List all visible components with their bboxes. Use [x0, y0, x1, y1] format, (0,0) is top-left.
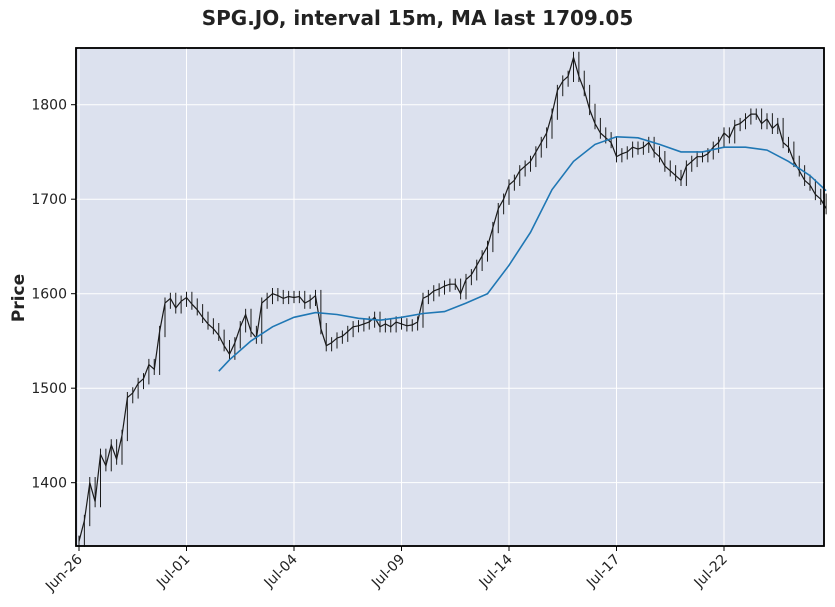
- price-series: [78, 51, 827, 547]
- y-tick-label: 1800: [31, 98, 67, 114]
- x-tick-label: Jul-04: [261, 551, 301, 591]
- x-tick-label: Jun-26: [42, 551, 86, 595]
- moving-average-line: [218, 135, 827, 372]
- x-tick-label: Jul-01: [153, 552, 193, 592]
- price-line: [78, 55, 827, 542]
- y-axis-label: Price: [9, 274, 29, 322]
- x-tick-label: Jul-14: [476, 551, 516, 591]
- plot-area: [75, 47, 825, 547]
- x-axis-ticks: Jun-26 Jul-01 Jul-04 Jul-09 Jul-14 Jul-17 Jul-…: [42, 546, 731, 595]
- moving-average-series: [218, 135, 827, 372]
- y-tick-label: 1500: [31, 381, 67, 397]
- y-tick-label: 1700: [31, 192, 67, 208]
- plot-border: [75, 47, 825, 547]
- chart-title: SPG.JO, interval 15m, MA last 1709.05: [201, 6, 634, 30]
- x-tick-label: Jul-17: [583, 552, 623, 592]
- x-tick-label: Jul-09: [368, 552, 408, 592]
- y-tick-label: 1600: [31, 287, 67, 303]
- x-tick-label: Jul-22: [691, 552, 731, 592]
- grid-lines: [76, 48, 824, 546]
- y-axis-ticks: 1400 1500 1600 1700 1800: [31, 98, 76, 492]
- y-tick-label: 1400: [31, 476, 67, 492]
